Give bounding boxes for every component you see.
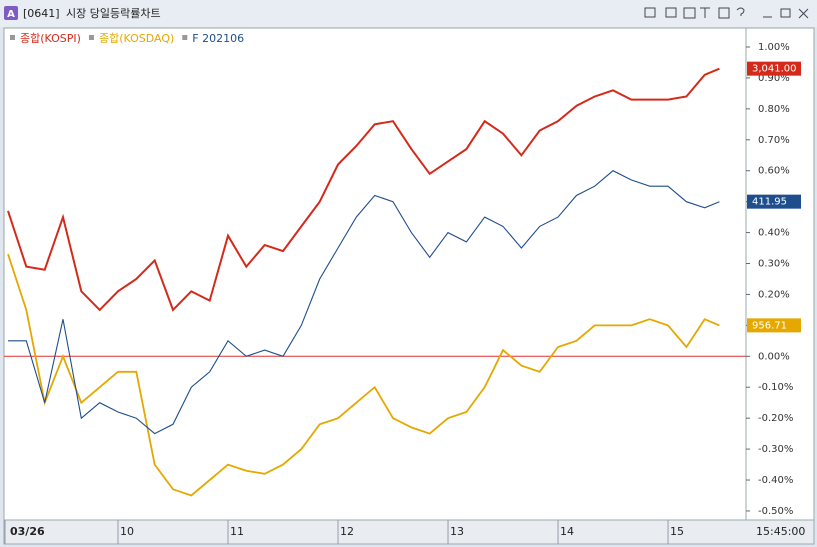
- button[interactable]: [780, 8, 791, 18]
- x-tick-label: 14: [560, 525, 574, 538]
- window-code: [0641]: [23, 7, 60, 20]
- last-value-box: [747, 194, 801, 209]
- x-tick-label: 10: [120, 525, 134, 538]
- legend-marker: [88, 35, 94, 40]
- y-tick-label: 0.70%: [758, 135, 790, 146]
- button[interactable]: [644, 7, 656, 18]
- y-tick-label: -0.20%: [758, 413, 793, 424]
- plot-area: [3, 27, 747, 521]
- x-axis-area: [3, 519, 815, 545]
- y-tick-label: 0.20%: [758, 289, 790, 300]
- y-tick-label: -0.10%: [758, 382, 793, 393]
- last-value-label: 3,041.00: [752, 64, 797, 75]
- y-tick-label: 0.30%: [758, 259, 790, 270]
- x-tick-label: 03/26: [10, 525, 45, 538]
- y-tick-label: 0.00%: [758, 351, 790, 362]
- series-line: [7, 253, 720, 497]
- last-value-label: 411.95: [752, 197, 787, 208]
- button[interactable]: [683, 7, 696, 19]
- y-tick-label: 0.90%: [758, 73, 790, 84]
- legend-label: F 202106: [192, 32, 244, 45]
- last-value-label: 956.71: [752, 320, 787, 331]
- legend-label: 종합(KOSPI): [20, 32, 81, 45]
- x-tick-label: 11: [230, 525, 244, 538]
- button[interactable]: [665, 7, 677, 18]
- legend-marker: [10, 35, 15, 40]
- y-tick-label: -0.30%: [758, 444, 793, 455]
- y-tick-label: 0.40%: [758, 228, 790, 239]
- series-line: [8, 170, 720, 435]
- app-icon: [4, 6, 18, 20]
- last-value-box: [747, 318, 801, 333]
- button[interactable]: [798, 8, 809, 19]
- legend-marker: [182, 35, 188, 40]
- x-tick-label: 15: [670, 525, 684, 538]
- y-tick-label: -0.40%: [758, 475, 793, 486]
- window-title: 시장 당일등락률차트: [66, 6, 161, 20]
- time-label: 15:45:00: [756, 525, 805, 538]
- button[interactable]: [700, 7, 710, 18]
- x-tick-label: 13: [450, 525, 464, 538]
- app-icon-label: A: [7, 9, 15, 20]
- title-buttons[interactable]: [644, 7, 809, 19]
- button[interactable]: [736, 7, 745, 16]
- button[interactable]: [718, 7, 730, 19]
- y-tick-label: -0.50%: [758, 506, 793, 517]
- x-tick-label: 12: [340, 525, 354, 538]
- y-tick-label: 1.00%: [758, 42, 790, 53]
- legend-label: 종합(KOSDAQ): [99, 32, 174, 45]
- series-line: [7, 67, 720, 312]
- y-tick-label: 0.60%: [758, 166, 790, 177]
- y-tick-label: 0.80%: [758, 104, 790, 115]
- title-bar: [0, 0, 817, 27]
- last-value-box: [747, 61, 801, 76]
